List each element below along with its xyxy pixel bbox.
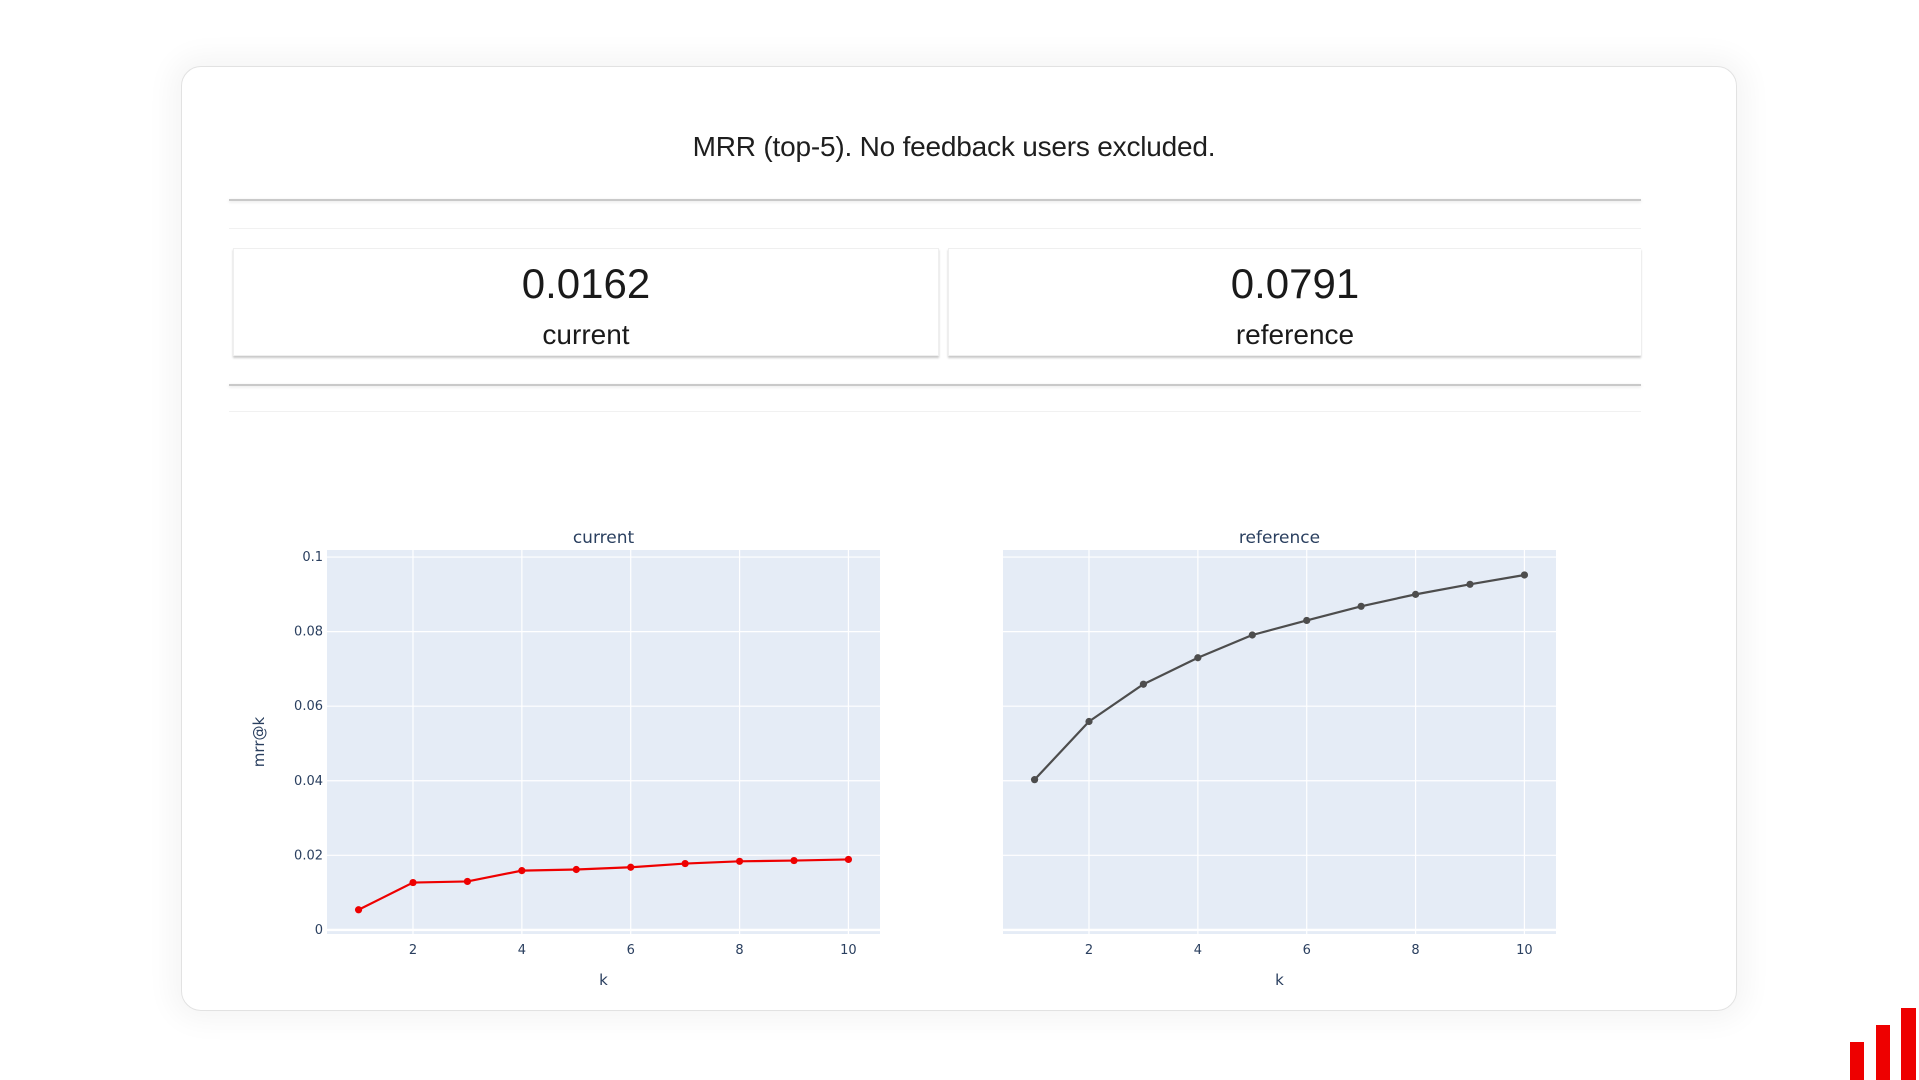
divider (229, 228, 1641, 229)
plot-area (327, 550, 880, 934)
data-point[interactable] (627, 863, 635, 871)
x-tick-label: 4 (518, 943, 526, 958)
metric-value: 0.0162 (521, 260, 651, 307)
y-tick-label: 0.08 (294, 625, 323, 640)
data-point[interactable] (1411, 590, 1420, 598)
divider (229, 411, 1641, 412)
data-point[interactable] (1030, 776, 1039, 784)
data-point[interactable] (1357, 602, 1365, 610)
x-tick-label: 8 (735, 943, 743, 958)
subplot-title: reference (1239, 528, 1320, 548)
data-point[interactable] (354, 906, 363, 914)
y-tick-label: 0.02 (294, 848, 323, 863)
y-tick-label: 0.06 (294, 699, 323, 714)
data-point[interactable] (735, 857, 744, 865)
data-point[interactable] (572, 865, 580, 874)
data-point[interactable] (844, 855, 853, 864)
metric-box-reference: 0.0791 reference (948, 248, 1641, 356)
chart-reference[interactable]: 2 4 6 8 10 reference k (1003, 528, 1556, 989)
x-axis-label: k (599, 971, 608, 989)
x-axis-label: k (1275, 971, 1284, 989)
data-point[interactable] (1248, 631, 1256, 639)
divider (229, 199, 1641, 201)
metric-label: reference (1235, 319, 1355, 350)
data-point[interactable] (681, 859, 689, 868)
widget-title: MRR (top-5). No feedback users excluded. (692, 131, 1216, 162)
y-axis-label: mrr@k (250, 717, 268, 768)
y-tick-label: 0.1 (302, 550, 323, 565)
metric-value: 0.0791 (1230, 260, 1360, 307)
data-point[interactable] (1139, 680, 1148, 688)
subplot-title: current (573, 528, 635, 548)
data-point[interactable] (463, 877, 472, 886)
x-tick-label: 10 (1516, 943, 1533, 958)
data-point[interactable] (409, 878, 417, 887)
x-tick-label: 10 (840, 943, 857, 958)
x-tick-label: 4 (1194, 943, 1202, 958)
bar-chart-logo-icon (1850, 1008, 1916, 1080)
metric-box-current: 0.0162 current (233, 248, 939, 356)
data-point[interactable] (518, 867, 526, 875)
x-tick-label: 8 (1411, 943, 1419, 958)
series-line (1033, 573, 1525, 781)
divider (229, 384, 1641, 386)
x-tick-label: 6 (627, 943, 635, 958)
data-point[interactable] (1085, 717, 1093, 726)
chart-current[interactable]: 2 4 6 8 10 0 0.02 0.04 0.06 0.08 0.1 current k mrr@k (250, 528, 880, 989)
data-point[interactable] (1303, 616, 1311, 625)
y-tick-label: 0 (315, 923, 323, 938)
x-tick-label: 2 (1085, 943, 1093, 958)
data-point[interactable] (1520, 571, 1529, 579)
series-line (358, 858, 849, 911)
x-tick-label: 2 (409, 943, 417, 958)
data-point[interactable] (1466, 580, 1474, 588)
metric-label: current (542, 319, 630, 350)
data-point[interactable] (790, 856, 798, 865)
plot-area (1003, 550, 1556, 934)
data-point[interactable] (1194, 654, 1202, 662)
y-tick-label: 0.04 (294, 774, 323, 789)
x-tick-label: 6 (1303, 943, 1311, 958)
